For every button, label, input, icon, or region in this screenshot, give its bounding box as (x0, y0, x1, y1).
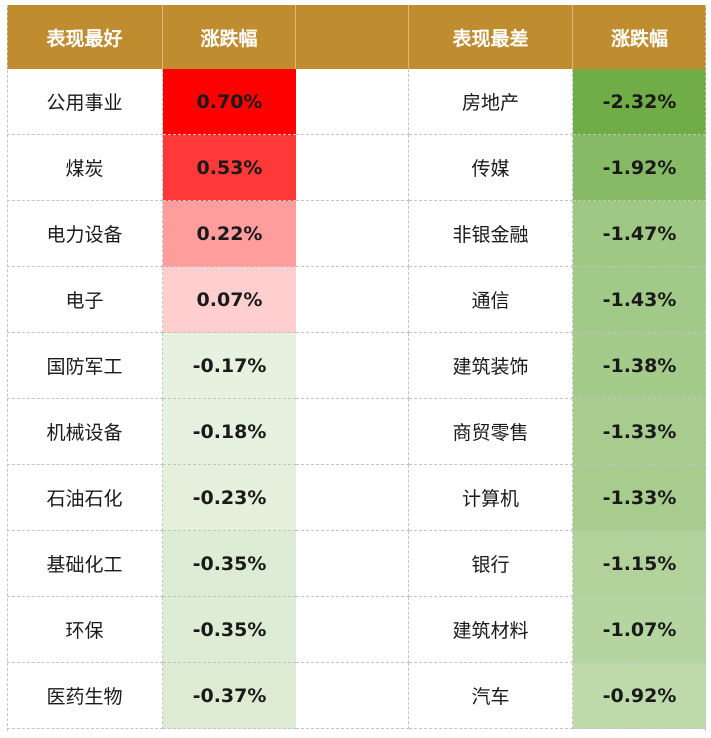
worst-sector-name: 汽车 (409, 663, 573, 729)
worst-sector-change: -1.15% (573, 531, 706, 597)
best-sector-change: 0.22% (163, 201, 296, 267)
best-sector-name: 煤炭 (7, 135, 163, 201)
worst-sector-change: -1.07% (573, 597, 706, 663)
best-sector-change: -0.37% (163, 663, 296, 729)
worst-sector-change: -0.92% (573, 663, 706, 729)
best-sector-name: 医药生物 (7, 663, 163, 729)
sector-performance-table: 表现最好 涨跌幅 表现最差 涨跌幅 公用事业 0.70% 煤炭 0.53% 电力设备 0.… (7, 5, 706, 731)
best-sector-name: 机械设备 (7, 399, 163, 465)
worst-sector-name: 传媒 (409, 135, 573, 201)
best-sector-change: 0.70% (163, 69, 296, 135)
best-sector-name: 电子 (7, 267, 163, 333)
worst-sector-change: -2.32% (573, 69, 706, 135)
gap-cell (296, 531, 409, 597)
worst-sector-change: -1.33% (573, 399, 706, 465)
header-best-name: 表现最好 (7, 5, 163, 69)
worst-sector-change: -1.43% (573, 267, 706, 333)
best-sector-change: 0.07% (163, 267, 296, 333)
worst-sector-change: -1.38% (573, 333, 706, 399)
worst-sector-name: 建筑装饰 (409, 333, 573, 399)
best-sector-name: 公用事业 (7, 69, 163, 135)
worst-sector-name: 商贸零售 (409, 399, 573, 465)
best-sector-change: 0.53% (163, 135, 296, 201)
gap-cell (296, 333, 409, 399)
worst-sector-name: 银行 (409, 531, 573, 597)
gap-cell (296, 267, 409, 333)
gap-cell (296, 201, 409, 267)
header-best-change: 涨跌幅 (163, 5, 296, 69)
best-sector-change: -0.18% (163, 399, 296, 465)
best-sector-name: 环保 (7, 597, 163, 663)
best-sector-change: -0.35% (163, 531, 296, 597)
gap-cell (296, 135, 409, 201)
header-worst-change: 涨跌幅 (573, 5, 706, 69)
worst-sector-name: 建筑材料 (409, 597, 573, 663)
worst-sector-name: 房地产 (409, 69, 573, 135)
gap-cell (296, 465, 409, 531)
best-sector-name: 基础化工 (7, 531, 163, 597)
best-sector-change: -0.35% (163, 597, 296, 663)
gap-cell (296, 399, 409, 465)
header-worst-name: 表现最差 (409, 5, 573, 69)
best-sector-name: 国防军工 (7, 333, 163, 399)
worst-sector-name: 计算机 (409, 465, 573, 531)
best-sector-name: 电力设备 (7, 201, 163, 267)
best-sector-change: -0.17% (163, 333, 296, 399)
worst-sector-change: -1.92% (573, 135, 706, 201)
gap-cell (296, 69, 409, 135)
header-gap (296, 5, 409, 69)
best-sector-change: -0.23% (163, 465, 296, 531)
worst-sector-change: -1.47% (573, 201, 706, 267)
worst-sector-name: 非银金融 (409, 201, 573, 267)
worst-sector-change: -1.33% (573, 465, 706, 531)
gap-cell (296, 597, 409, 663)
gap-cell (296, 663, 409, 729)
worst-sector-name: 通信 (409, 267, 573, 333)
best-sector-name: 石油石化 (7, 465, 163, 531)
